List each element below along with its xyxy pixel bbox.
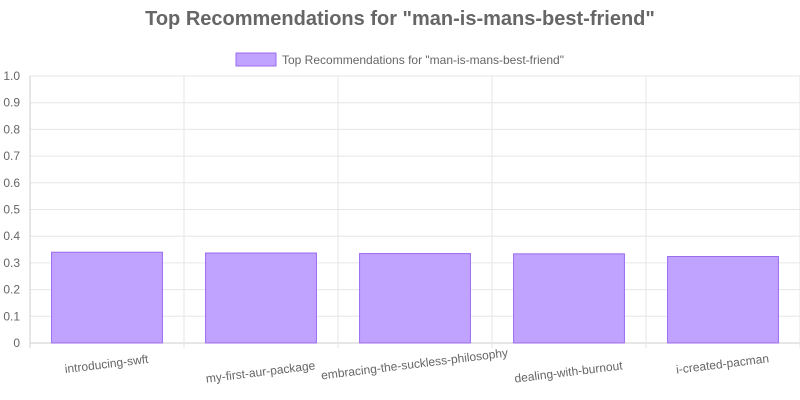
legend-label: Top Recommendations for "man-is-mans-bes… bbox=[282, 53, 564, 67]
y-axis-ticks: 0 0.1 0.2 0.3 0.4 0.5 0.6 0.7 0.8 0.9 1.0 bbox=[3, 69, 20, 350]
y-tick-label: 0.2 bbox=[3, 283, 20, 297]
y-tick-label: 1.0 bbox=[3, 69, 20, 83]
y-tick-label: 0.3 bbox=[3, 256, 20, 270]
y-tick-label: 0.6 bbox=[3, 176, 20, 190]
x-tick-label: introducing-swft bbox=[64, 352, 150, 376]
bar-embracing-the-suckless-philosophy[interactable] bbox=[359, 253, 471, 344]
bars bbox=[51, 251, 779, 344]
x-tick-label: my-first-aur-package bbox=[205, 358, 316, 385]
y-tick-label: 0.5 bbox=[3, 203, 20, 217]
bar-dealing-with-burnout[interactable] bbox=[513, 253, 625, 344]
legend-swatch bbox=[235, 52, 277, 67]
y-tick-label: 0.1 bbox=[3, 309, 20, 323]
y-tick-label: 0 bbox=[13, 336, 20, 350]
x-tick-label: i-created-pacman bbox=[675, 351, 769, 376]
legend[interactable]: Top Recommendations for "man-is-mans-bes… bbox=[235, 52, 564, 67]
y-tick-label: 0.7 bbox=[3, 149, 20, 163]
bar-my-first-aur-package[interactable] bbox=[205, 252, 317, 344]
y-tick-label: 0.8 bbox=[3, 122, 20, 136]
bar-introducing-swft[interactable] bbox=[51, 251, 163, 344]
y-tick-label: 0.4 bbox=[3, 229, 20, 243]
x-axis-ticks: introducing-swft my-first-aur-package embr… bbox=[64, 346, 770, 386]
y-tick-label: 0.9 bbox=[3, 96, 20, 110]
x-tick-label: embracing-the-suckless-philosophy bbox=[320, 346, 508, 383]
chart-title: Top Recommendations for "man-is-mans-bes… bbox=[145, 8, 655, 30]
x-tick-label: dealing-with-burnout bbox=[514, 358, 624, 385]
bar-i-created-pacman[interactable] bbox=[667, 255, 779, 344]
